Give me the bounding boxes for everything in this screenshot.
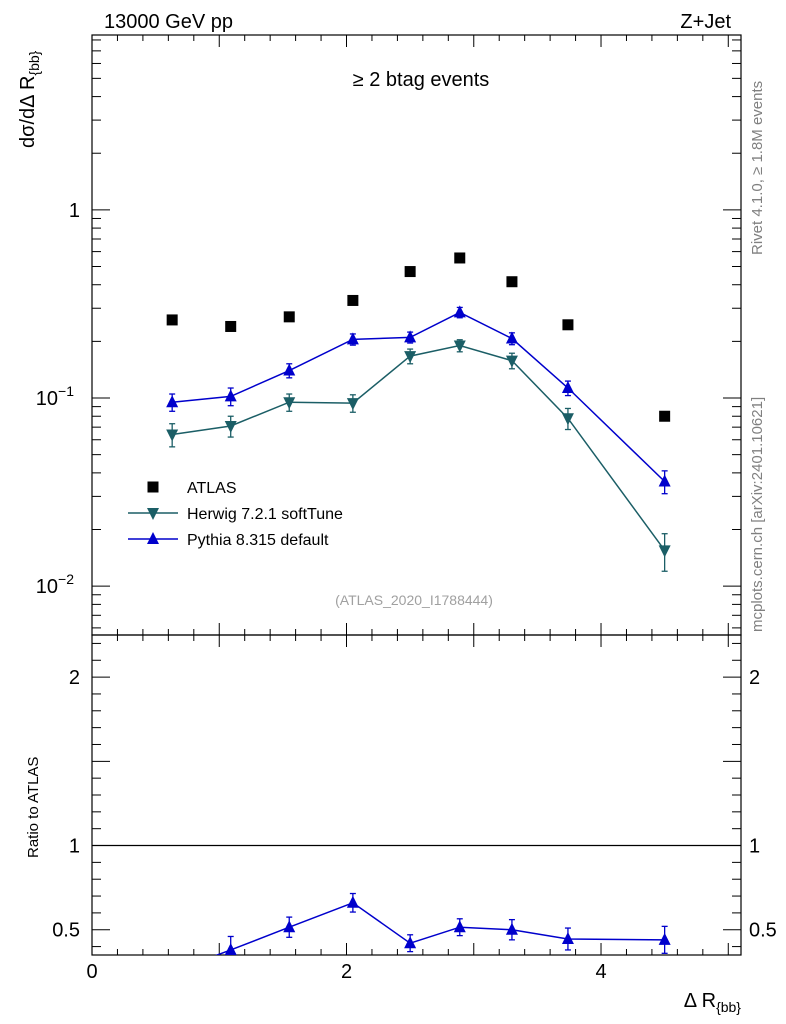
- main-series-herwig-7-2-1-softtune: [166, 339, 671, 572]
- main-point-herwig-7-2-1-softtune: [561, 413, 574, 426]
- ratio-point-pythia-8-315-default: [658, 932, 671, 945]
- data-series: [166, 252, 671, 977]
- energy-label: 13000 GeV pp: [104, 11, 233, 33]
- tick-labels: 110−110−20.5 0.51 12 20 2 4: [36, 200, 777, 983]
- x-tick-label: 4: [595, 961, 606, 983]
- x-axis-label-sub: {bb}: [716, 999, 741, 1015]
- main-point-herwig-7-2-1-softtune: [166, 429, 179, 442]
- main-point-atlas: [347, 294, 359, 306]
- main-point-atlas: [166, 314, 178, 326]
- main-point-pythia-8-315-default: [283, 363, 296, 376]
- legend-label-pythia-8-315-default: Pythia 8.315 default: [187, 532, 329, 549]
- main-point-herwig-7-2-1-softtune: [453, 340, 466, 353]
- main-y-tick-label-base: 1: [69, 200, 80, 222]
- main-point-herwig-7-2-1-softtune: [404, 351, 417, 364]
- legend: ATLAS Herwig 7.2.1 softTune Pythia 8.315 d…: [128, 480, 343, 549]
- main-y-tick-label-base: 10: [36, 388, 58, 410]
- main-y-tick-label-exponent: −1: [58, 383, 74, 399]
- main-y-tick-label-exponent: −2: [58, 571, 74, 587]
- ratio-y-tick-label-right: 2: [749, 667, 760, 689]
- legend-label-atlas: ATLAS: [187, 480, 237, 497]
- ratio-point-pythia-8-315-default: [561, 932, 574, 944]
- main-point-atlas: [404, 266, 416, 278]
- side-label-rivet: Rivet 4.1.0, ≥ 1.8M events: [749, 81, 766, 255]
- legend-entry-pythia-8-315-default: Pythia 8.315 default: [128, 532, 329, 549]
- main-point-herwig-7-2-1-softtune: [283, 397, 296, 410]
- main-point-atlas: [562, 319, 574, 331]
- main-point-herwig-7-2-1-softtune: [505, 355, 518, 368]
- x-tick-label: 2: [341, 961, 352, 983]
- ratio-series-pythia-8-315-default: [166, 892, 671, 977]
- main-point-pythia-8-315-default: [561, 381, 574, 394]
- side-label-mcplots: mcplots.cern.ch [arXiv:2401.10621]: [749, 397, 766, 632]
- main-point-pythia-8-315-default: [224, 389, 237, 402]
- legend-label-herwig-7-2-1-softtune: Herwig 7.2.1 softTune: [187, 506, 343, 523]
- ratio-point-pythia-8-315-default: [404, 936, 417, 949]
- process-label: Z+Jet: [680, 11, 731, 33]
- ratio-point-pythia-8-315-default: [505, 922, 518, 935]
- ratio-point-pythia-8-315-default: [283, 920, 296, 933]
- legend-entry-atlas: ATLAS: [147, 480, 237, 497]
- main-point-pythia-8-315-default: [453, 305, 466, 318]
- main-y-axis-label-main: dσ/dΔ R: [17, 76, 39, 148]
- main-point-pythia-8-315-default: [658, 474, 671, 487]
- main-point-pythia-8-315-default: [404, 330, 417, 343]
- main-point-pythia-8-315-default: [505, 331, 518, 344]
- ratio-point-pythia-8-315-default: [453, 920, 466, 933]
- main-series-pythia-8-315-default: [166, 305, 671, 495]
- main-series-atlas: [166, 252, 671, 422]
- main-y-axis-label-sub: {bb}: [26, 50, 42, 75]
- ratio-y-tick-label: 2: [69, 667, 80, 689]
- main-point-atlas: [454, 252, 466, 264]
- plot-title: ≥ 2 btag events: [353, 69, 490, 91]
- main-point-atlas: [225, 320, 237, 332]
- ratio-y-tick-label: 1: [69, 836, 80, 858]
- main-y-axis-label: dσ/dΔ R{bb}: [17, 50, 42, 148]
- main-point-herwig-7-2-1-softtune: [224, 420, 237, 433]
- ratio-point-pythia-8-315-default: [346, 895, 359, 908]
- main-line-pythia-8-315-default: [172, 311, 666, 483]
- x-tick-label: 0: [86, 961, 97, 983]
- ratio-point-pythia-8-315-default: [166, 965, 178, 977]
- legend-marker-herwig-7-2-1-softtune: [147, 508, 159, 520]
- axis-ticks: [91, 35, 741, 955]
- main-point-herwig-7-2-1-softtune: [658, 545, 671, 558]
- ratio-y-tick-label: 0.5: [52, 920, 80, 942]
- main-y-tick-label: 1: [69, 200, 80, 222]
- main-y-tick-label-base: 10: [36, 576, 58, 598]
- analysis-id: (ATLAS_2020_I1788444): [335, 592, 493, 608]
- main-point-pythia-8-315-default: [166, 395, 179, 408]
- legend-marker-pythia-8-315-default: [147, 532, 159, 544]
- x-axis-label-main: Δ R: [684, 990, 716, 1012]
- main-y-tick-label: 10−2: [36, 571, 74, 598]
- ratio-y-axis-label: Ratio to ATLAS: [25, 757, 42, 858]
- main-point-atlas: [506, 276, 518, 288]
- main-point-pythia-8-315-default: [346, 332, 359, 345]
- ratio-point-pythia-8-315-default: [224, 942, 237, 955]
- legend-marker-atlas: [147, 481, 159, 493]
- ratio-line-pythia-8-315-default: [215, 901, 665, 955]
- main-point-herwig-7-2-1-softtune: [346, 398, 359, 411]
- main-y-tick-label: 10−1: [36, 383, 74, 410]
- main-point-atlas: [283, 311, 295, 323]
- ratio-y-tick-label-right: 0.5: [749, 920, 777, 942]
- ratio-panel-frame: [91, 634, 742, 956]
- x-axis-label: Δ R{bb}: [684, 990, 742, 1015]
- legend-entry-herwig-7-2-1-softtune: Herwig 7.2.1 softTune: [128, 506, 343, 523]
- main-point-atlas: [659, 410, 671, 422]
- ratio-y-tick-label-right: 1: [749, 836, 760, 858]
